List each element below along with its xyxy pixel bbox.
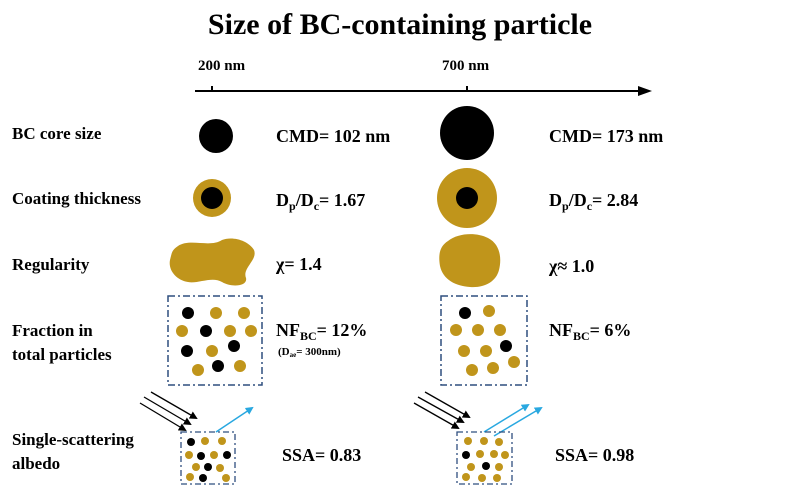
row-label-single-scattering-albedo: Single-scattering albedo: [12, 430, 134, 473]
chi-200nm: χ= 1.4: [276, 254, 322, 274]
irregular-particle-shape: [169, 238, 255, 286]
nf-bc-200nm: NFBC= 12%: [276, 320, 368, 343]
cmd-200nm: CMD= 102 nm: [276, 126, 391, 146]
incident-light-arrows-700nm: [413, 391, 471, 429]
large-coated-particle: [437, 168, 497, 228]
large-bc-core: [440, 106, 494, 160]
size-axis-arrow: [195, 86, 652, 96]
axis-label-200nm: 200 nm: [198, 58, 246, 74]
dp-dc-ratio-200nm: Dp/Dc= 1.67: [276, 190, 366, 213]
diagram-title: Size of BC-containing particle: [207, 8, 593, 41]
nf-bc-note-200nm: (Dae= 300nm): [278, 346, 341, 359]
fraction-box-200nm: [167, 295, 263, 386]
regular-particle-shape: [439, 234, 501, 288]
small-coated-particle: [193, 179, 231, 217]
dp-dc-ratio-700nm: Dp/Dc= 2.84: [549, 190, 639, 213]
cmd-700nm: CMD= 173 nm: [549, 126, 664, 146]
nf-bc-700nm: NFBC= 6%: [549, 320, 632, 343]
row-label-bc-core-size: BC core size: [12, 124, 102, 143]
scattered-light-arrow-200nm: [215, 406, 254, 433]
row-label-coating-thickness: Coating thickness: [12, 189, 141, 208]
small-bc-core: [199, 119, 233, 153]
fraction-box-700nm: [440, 295, 528, 386]
axis-label-700nm: 700 nm: [442, 58, 490, 74]
scattered-light-arrows-700nm: [483, 403, 543, 437]
row-label-fraction: Fraction in total particles: [12, 321, 112, 364]
ssa-200nm: SSA= 0.83: [282, 445, 362, 465]
chi-700nm: χ≈ 1.0: [549, 256, 595, 276]
incident-light-arrows-200nm: [139, 391, 198, 432]
ssa-box-200nm: [180, 431, 236, 485]
ssa-700nm: SSA= 0.98: [555, 445, 635, 465]
row-label-regularity: Regularity: [12, 255, 90, 274]
ssa-box-700nm: [456, 431, 513, 485]
